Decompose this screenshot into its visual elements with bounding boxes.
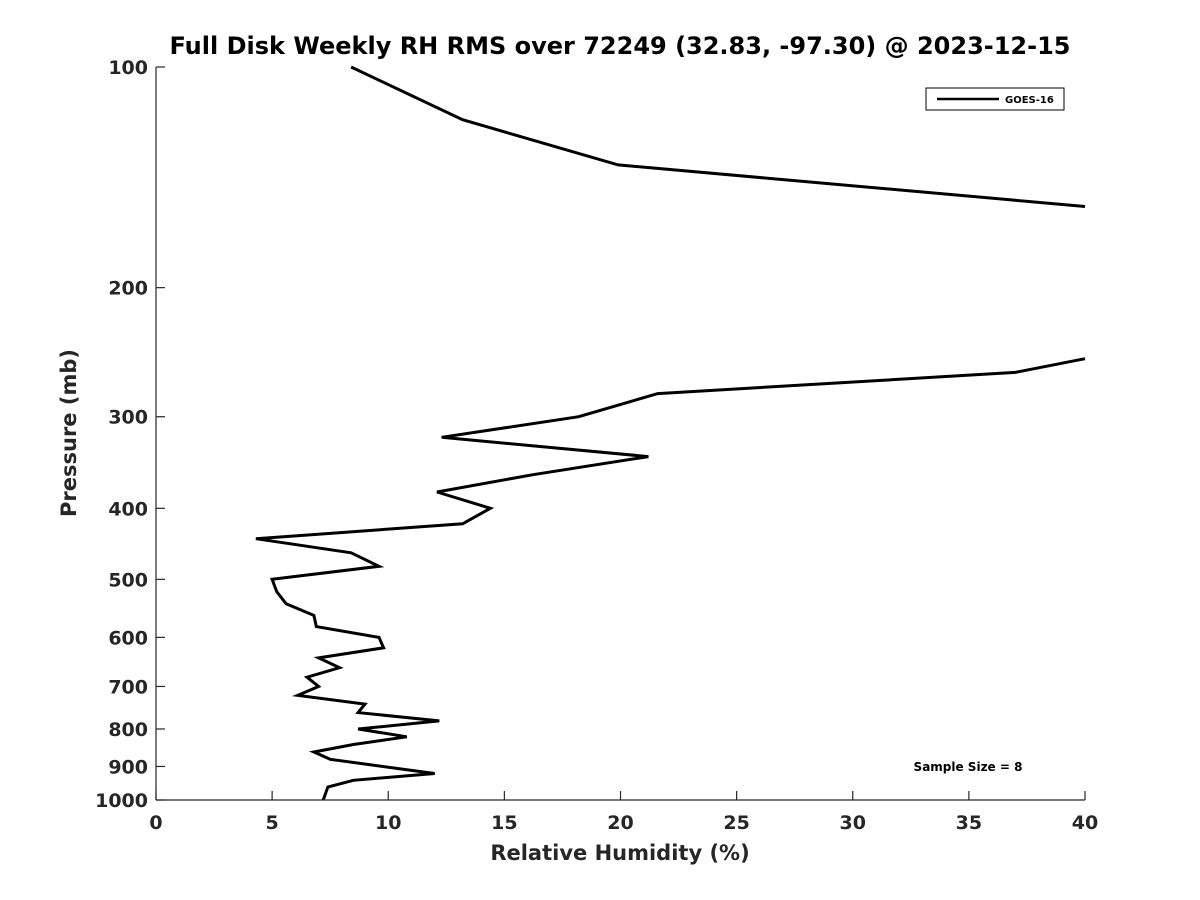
series-line-goes16-segment-2 <box>255 357 1086 801</box>
x-axis-label: Relative Humidity (%) <box>490 841 749 865</box>
y-tick-label: 300 <box>108 407 148 429</box>
axes <box>155 67 1085 801</box>
x-tick-label: 0 <box>149 812 162 834</box>
x-tick-label: 20 <box>607 812 633 834</box>
sample-size-annotation: Sample Size = 8 <box>914 760 1023 774</box>
x-tick-label: 15 <box>491 812 517 834</box>
series-line-goes16-segment-1 <box>350 65 1086 208</box>
chart-title: Full Disk Weekly RH RMS over 72249 (32.8… <box>169 32 1070 60</box>
x-ticks: 0 5 10 15 20 25 30 35 40 <box>149 791 1098 834</box>
x-tick-label: 35 <box>956 812 982 834</box>
y-tick-label: 200 <box>108 278 148 300</box>
legend-label-goes16: GOES-16 <box>1005 95 1054 106</box>
y-ticks: 100 200 300 400 500 600 700 800 900 1000 <box>95 57 165 812</box>
legend: GOES-16 <box>925 87 1065 111</box>
y-tick-label: 400 <box>108 498 148 520</box>
x-tick-label: 25 <box>723 812 749 834</box>
x-tick-label: 30 <box>840 812 866 834</box>
y-tick-label: 800 <box>108 719 148 741</box>
y-tick-label: 1000 <box>95 790 148 812</box>
y-tick-label: 500 <box>108 569 148 591</box>
y-tick-label: 100 <box>108 57 148 79</box>
y-tick-label: 900 <box>108 756 148 778</box>
y-tick-label: 700 <box>108 676 148 698</box>
y-tick-label: 600 <box>108 627 148 649</box>
x-tick-label: 40 <box>1072 812 1098 834</box>
x-tick-label: 10 <box>375 812 401 834</box>
plot-lines <box>255 65 1086 801</box>
x-tick-label: 5 <box>266 812 279 834</box>
y-axis-label: Pressure (mb) <box>57 349 81 517</box>
